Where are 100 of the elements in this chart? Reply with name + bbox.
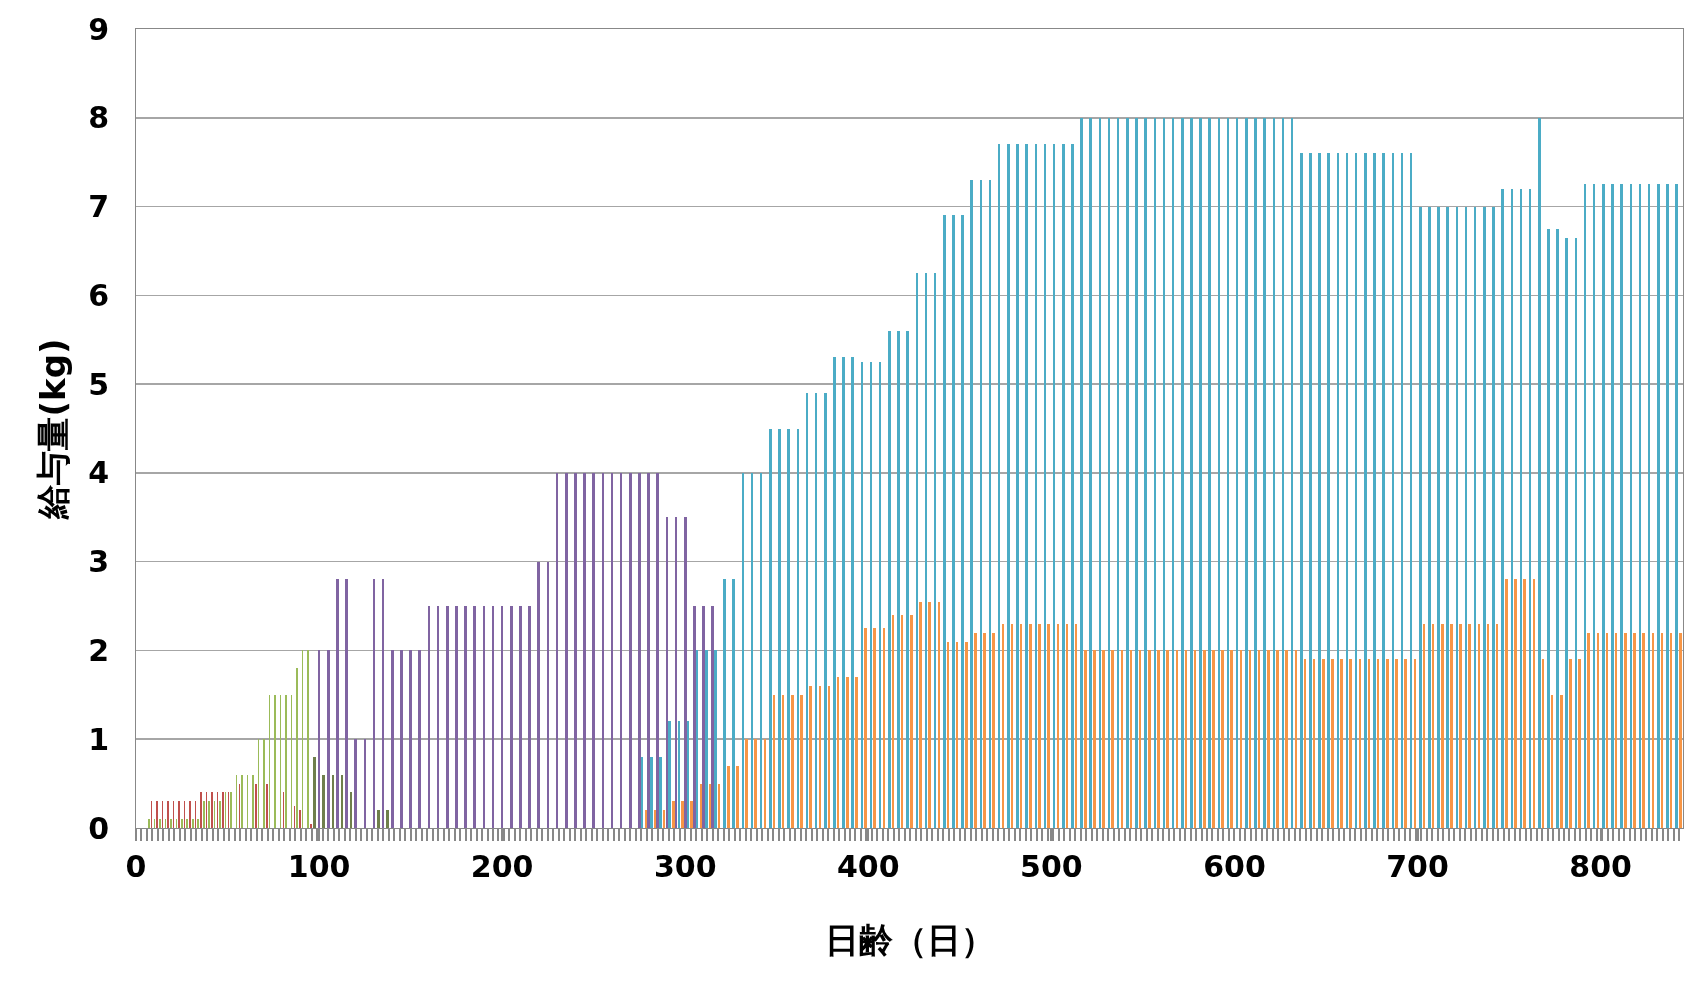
bar xyxy=(1144,117,1147,828)
bar xyxy=(1666,184,1669,828)
bar xyxy=(1181,117,1184,828)
bar xyxy=(897,330,900,828)
bar xyxy=(377,810,380,828)
bar xyxy=(1569,659,1572,828)
bar xyxy=(1450,623,1453,828)
bar xyxy=(1501,188,1504,828)
bar xyxy=(1459,623,1462,828)
bar xyxy=(1029,623,1032,828)
bar xyxy=(800,694,803,828)
bar xyxy=(1263,117,1266,828)
bar xyxy=(1199,117,1202,828)
bar xyxy=(1556,228,1559,828)
x-axis-title: 日齢（日） xyxy=(824,920,995,961)
bar xyxy=(1611,184,1614,828)
bar xyxy=(1285,650,1288,828)
y-tick-label: 5 xyxy=(88,366,109,402)
y-tick-label: 9 xyxy=(88,11,109,47)
bar xyxy=(824,392,827,828)
bar xyxy=(1468,623,1471,828)
bar xyxy=(583,472,586,828)
bar xyxy=(1126,117,1129,828)
y-tick-label: 4 xyxy=(88,455,109,491)
bar xyxy=(1349,659,1352,828)
bar xyxy=(659,756,662,828)
x-tick-label: 300 xyxy=(653,849,717,884)
bar xyxy=(1111,650,1114,828)
bar xyxy=(732,579,736,828)
bar xyxy=(1483,206,1486,828)
bar xyxy=(970,179,974,828)
bar xyxy=(845,677,849,828)
bar xyxy=(1230,650,1233,828)
bar xyxy=(1538,117,1541,828)
y-tick-label: 8 xyxy=(88,100,109,136)
bar xyxy=(1221,650,1224,828)
bar xyxy=(638,472,641,828)
bar xyxy=(754,739,757,828)
bar xyxy=(418,650,422,828)
bar xyxy=(1633,632,1636,828)
bar xyxy=(1446,206,1450,828)
bar xyxy=(723,579,726,828)
bar xyxy=(1135,117,1138,828)
bar xyxy=(1062,144,1065,828)
bar xyxy=(1327,153,1331,828)
bar xyxy=(726,765,730,828)
bar xyxy=(1428,206,1431,828)
bar xyxy=(910,614,913,828)
bar xyxy=(702,606,705,828)
bar xyxy=(345,579,348,828)
bar xyxy=(873,628,876,828)
bar xyxy=(1190,117,1193,828)
bar xyxy=(1047,623,1050,828)
bar xyxy=(1578,659,1581,828)
bar xyxy=(1309,153,1312,828)
x-tick-label: 400 xyxy=(837,849,900,884)
bar xyxy=(736,765,739,828)
bar xyxy=(1148,650,1151,828)
bar xyxy=(528,606,531,828)
bar xyxy=(1089,117,1093,828)
bar xyxy=(1331,659,1334,828)
bar xyxy=(983,632,986,828)
bar xyxy=(888,330,891,828)
bar xyxy=(974,632,977,828)
bar xyxy=(690,801,693,828)
bar xyxy=(711,606,714,828)
bar xyxy=(1276,650,1279,828)
bar xyxy=(851,357,855,828)
bar xyxy=(1382,153,1385,828)
bar xyxy=(510,606,513,828)
bar xyxy=(1386,659,1389,828)
bar xyxy=(656,472,660,828)
bar xyxy=(705,650,708,828)
bar xyxy=(1602,184,1605,828)
bar xyxy=(833,357,836,828)
bar xyxy=(1038,623,1041,828)
y-tick-label: 1 xyxy=(88,721,109,757)
y-tick-label: 6 xyxy=(88,277,109,313)
bar xyxy=(537,561,541,828)
y-tick-label: 0 xyxy=(88,810,109,846)
bar xyxy=(672,801,675,828)
bar xyxy=(574,472,577,828)
bar xyxy=(1364,153,1367,828)
bar xyxy=(1419,206,1422,828)
bar xyxy=(1657,184,1660,828)
bar xyxy=(906,330,909,828)
bar xyxy=(1007,144,1010,828)
bar xyxy=(1267,650,1270,828)
y-tick-label: 7 xyxy=(88,189,109,225)
bar xyxy=(992,632,995,828)
bar xyxy=(683,517,687,828)
y-axis-title: 給与量(kg) xyxy=(32,338,73,520)
bar xyxy=(1208,117,1212,828)
bar xyxy=(464,606,467,828)
bar xyxy=(1642,632,1645,828)
bar xyxy=(745,739,748,828)
bar xyxy=(952,215,955,828)
bar xyxy=(791,694,794,828)
bar xyxy=(322,774,325,828)
bar xyxy=(1071,144,1074,828)
